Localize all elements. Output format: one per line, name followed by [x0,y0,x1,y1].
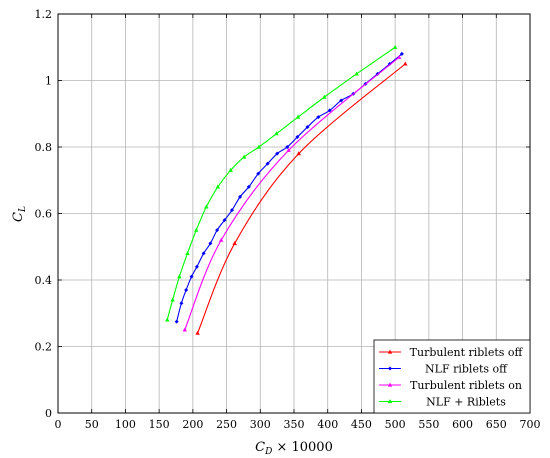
data-point-3-7 [228,167,233,172]
x-tick-label-0: 0 [55,418,62,431]
legend-entry-0: Turbulent riblets off [379,346,524,359]
data-point-0-1 [232,241,237,246]
data-point-3-12 [322,94,327,99]
data-point-1-12 [256,171,261,176]
axes [57,13,531,414]
data-point-1-6 [208,241,213,246]
series-2 [182,54,402,332]
data-point-1-1 [179,301,184,306]
data-point-1-25 [399,51,404,56]
data-point-1-8 [222,218,227,223]
x-tick-label-6: 300 [250,418,271,431]
series-line-0 [197,63,406,334]
data-point-1-16 [295,135,300,140]
legend-label-2: Turbulent riblets on [410,379,522,392]
x-tick-label-9: 450 [351,418,372,431]
legend-entry-2: Turbulent riblets on [379,379,522,392]
data-point-3-4 [194,227,199,232]
data-point-1-24 [387,61,392,66]
data-point-1-5 [201,251,206,256]
data-point-2-1 [218,237,224,242]
legend-label-1: NLF riblets off [425,363,508,376]
data-point-1-4 [194,264,199,269]
data-point-1-11 [246,184,251,189]
data-point-1-10 [238,194,243,199]
data-point-3-8 [241,154,247,159]
x-axis-label-rest: × 10000 [272,440,333,455]
data-point-1-17 [305,125,310,130]
y-tick-label-5: 1 [45,75,52,88]
data-point-1-2 [184,287,189,292]
x-tick-label-12: 600 [452,418,473,431]
x-tick-label-13: 650 [486,418,507,431]
data-point-3-13 [354,71,359,76]
data-point-1-0 [174,319,179,324]
series-line-2 [184,56,400,331]
y-tick-label-1: 0.2 [35,341,53,354]
data-point-1-19 [327,108,332,113]
y-tick-label-6: 1.2 [35,8,53,21]
x-tick-label-3: 150 [149,418,170,431]
legend: Turbulent riblets off NLF riblets off Turb… [373,339,531,414]
legend-marker-2 [387,382,393,387]
x-axis-label-var: C [255,440,265,455]
y-tick-label-4: 0.8 [35,141,53,154]
legend-label-0: Turbulent riblets off [410,346,524,359]
x-axis-label: CD × 10000 [255,440,333,457]
data-point-1-9 [229,208,234,213]
x-tick-label-11: 550 [418,418,439,431]
data-point-0-3 [403,61,408,66]
x-tick-label-10: 500 [385,418,406,431]
data-point-1-3 [189,274,194,279]
data-point-1-14 [275,151,280,156]
data-point-1-7 [215,228,220,233]
data-point-3-6 [215,184,221,189]
data-point-0-0 [195,330,200,335]
data-point-3-0 [165,317,170,322]
data-point-3-9 [256,144,262,149]
x-tick-label-14: 700 [520,418,541,431]
data-point-2-2 [286,147,291,152]
legend-marker-1 [388,366,392,371]
data-point-3-10 [274,131,279,136]
data-point-3-11 [295,114,301,119]
legend-marker-0 [387,349,393,354]
series-0 [195,61,408,335]
legend-label-3: NLF + Riblets [426,396,506,409]
data-point-3-2 [177,274,182,279]
y-axis-label-var: C [11,212,26,222]
series-3 [165,44,398,322]
data-point-1-18 [316,115,321,120]
legend-entry-1: NLF riblets off [379,363,508,376]
y-axis-label: CL [11,206,28,222]
legend-entry-3: NLF + Riblets [379,396,506,409]
x-tick-label-2: 100 [115,418,136,431]
data-point-1-20 [339,98,344,103]
x-tick-label-8: 400 [317,418,338,431]
data-point-3-3 [185,251,190,255]
y-tick-label-0: 0 [45,407,52,420]
data-point-3-1 [170,297,175,302]
data-point-3-5 [204,204,209,209]
legend-marker-3 [387,399,393,404]
x-tick-label-1: 50 [85,418,99,431]
y-axis-label-sub: L [18,206,28,213]
data-point-2-0 [182,327,187,332]
y-tick-label-2: 0.4 [35,274,53,287]
x-tick-label-4: 200 [182,418,203,431]
data-point-1-13 [265,161,270,166]
data-point-3-14 [392,44,398,49]
x-tick-label-7: 350 [284,418,305,431]
x-axis-label-sub: D [264,447,272,457]
y-tick-label-3: 0.6 [35,208,53,221]
data-point-2-3 [396,54,402,59]
series-lines [165,44,408,335]
x-tick-label-5: 250 [216,418,237,431]
data-point-1-15 [285,145,290,149]
data-point-0-2 [296,151,301,156]
tick-labels: 0 50 100 150 200 250 300 350 400 450 500 550 600 650 7… [35,8,541,431]
